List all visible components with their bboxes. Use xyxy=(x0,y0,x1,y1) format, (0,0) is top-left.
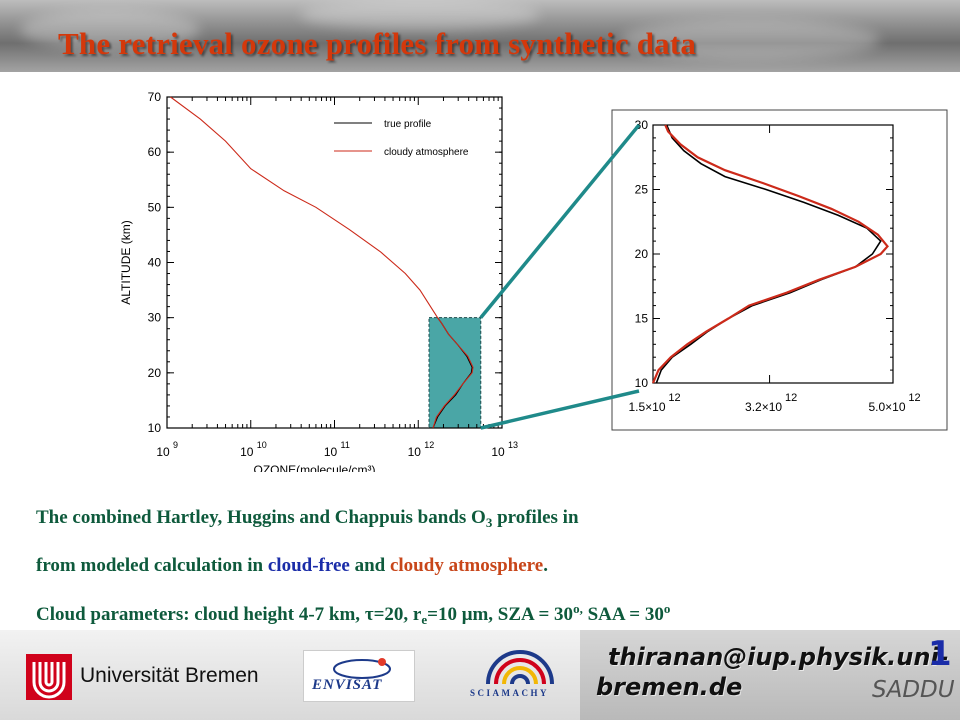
zoom-panel xyxy=(611,109,948,431)
envisat-swoosh-icon xyxy=(333,658,391,679)
legend-label: cloudy atmosphere xyxy=(384,147,469,158)
author-email-line-1: thiranan@iup.physik.uni- xyxy=(608,643,949,671)
legend-label: true profile xyxy=(384,119,432,130)
slide-title: The retrieval ozone profiles from synthe… xyxy=(58,26,697,61)
zoom-cloudy-atmosphere-line xyxy=(651,124,889,384)
zoom-connector-bottom xyxy=(480,389,640,430)
zoom-y-tick-label: 25 xyxy=(635,183,649,197)
mu-symbol: μ xyxy=(461,604,473,625)
x-axis-label: OZONE(molecule/cm³) xyxy=(253,463,375,472)
y-tick-label: 20 xyxy=(148,366,162,380)
caption-text: The combined Hartley, Huggins and Chappu… xyxy=(36,507,486,528)
caption-text: =10 xyxy=(427,604,462,625)
caption-text: . xyxy=(543,555,548,576)
cloudy-atmosphere-line xyxy=(170,96,474,429)
zoom-x-tick-exponent: 12 xyxy=(908,392,920,404)
x-tick-label: 10 xyxy=(324,445,338,459)
university-logo-arches xyxy=(32,662,66,699)
x-tick-exponent: 13 xyxy=(508,440,518,450)
caption-text: from modeled calculation in xyxy=(36,555,268,576)
zoom-x-tick-label: 5.0×10 xyxy=(868,400,905,414)
tau-value: τ=20 xyxy=(364,604,404,625)
x-tick-exponent: 11 xyxy=(341,440,350,450)
event-tag: SADDU xyxy=(872,677,955,703)
caption-subscript: e xyxy=(421,612,428,627)
zoom-x-tick-label: 1.5×10 xyxy=(628,400,665,414)
caption-text: profiles in xyxy=(492,507,579,528)
zoom-true-profile-line xyxy=(655,124,882,384)
caption-line-1: The combined Hartley, Huggins and Chappu… xyxy=(36,507,579,531)
zoom-y-tick-label: 10 xyxy=(635,376,649,390)
y-axis-label: ALTITUDE (km) xyxy=(119,220,133,304)
university-logo xyxy=(26,654,72,700)
cloudy-label: cloudy atmosphere xyxy=(389,555,544,576)
x-tick-label: 10 xyxy=(491,445,505,459)
x-tick-exponent: 12 xyxy=(424,440,434,450)
zoom-connector-top xyxy=(479,123,641,319)
y-tick-label: 60 xyxy=(148,145,162,159)
caption-text: and xyxy=(349,555,390,576)
footer-bar: Universität Bremen ENVISAT SCIAMACHY thi… xyxy=(0,630,960,720)
sciamachy-text: SCIAMACHY xyxy=(470,688,550,698)
contact-panel xyxy=(580,630,960,720)
zoom-x-tick-label: 3.2×10 xyxy=(745,400,782,414)
caption-superscript: o, xyxy=(573,601,583,616)
caption-text: SAA = 30 xyxy=(582,604,664,625)
caption-text: m, SZA = 30 xyxy=(472,604,574,625)
banner-cloud xyxy=(20,10,200,50)
y-tick-label: 50 xyxy=(148,200,162,214)
caption-superscript: o xyxy=(663,601,671,616)
x-tick-exponent: 9 xyxy=(173,440,178,450)
y-tick-label: 70 xyxy=(148,90,162,104)
banner-cloud xyxy=(300,0,540,30)
caption-text: , r xyxy=(403,604,422,625)
x-tick-exponent: 10 xyxy=(257,440,267,450)
y-tick-label: 40 xyxy=(148,256,162,270)
caption-text: Cloud parameters: cloud height 4-7 km, xyxy=(36,604,365,625)
title-banner: The retrieval ozone profiles from synthe… xyxy=(0,0,960,72)
envisat-logo: ENVISAT xyxy=(303,650,415,702)
x-tick-label: 10 xyxy=(156,445,170,459)
zoom-y-tick-label: 20 xyxy=(635,247,649,261)
zoom-y-tick-label: 15 xyxy=(635,312,649,326)
zoom-x-tick-exponent: 12 xyxy=(785,392,797,404)
caption-line-3: Cloud parameters: cloud height 4-7 km, τ… xyxy=(36,601,670,628)
x-tick-label: 10 xyxy=(240,445,254,459)
author-email-line-2: bremen.de xyxy=(596,673,743,701)
banner-cloud xyxy=(620,20,880,60)
x-tick-label: 10 xyxy=(408,445,422,459)
zoom-x-tick-exponent: 12 xyxy=(668,392,680,404)
zoom-highlight-box xyxy=(428,317,482,429)
page-number: 1 xyxy=(928,634,952,674)
cloud-free-label: cloud-free xyxy=(267,555,350,576)
university-name: Universität Bremen xyxy=(80,664,259,687)
caption-line-2: from modeled calculation in cloud-free a… xyxy=(36,555,548,577)
y-tick-label: 10 xyxy=(148,421,162,435)
envisat-text: ENVISAT xyxy=(312,677,383,693)
caption-subscript: 3 xyxy=(485,515,493,530)
sciamachy-logo-icon xyxy=(486,650,554,685)
y-tick-label: 30 xyxy=(148,311,162,325)
